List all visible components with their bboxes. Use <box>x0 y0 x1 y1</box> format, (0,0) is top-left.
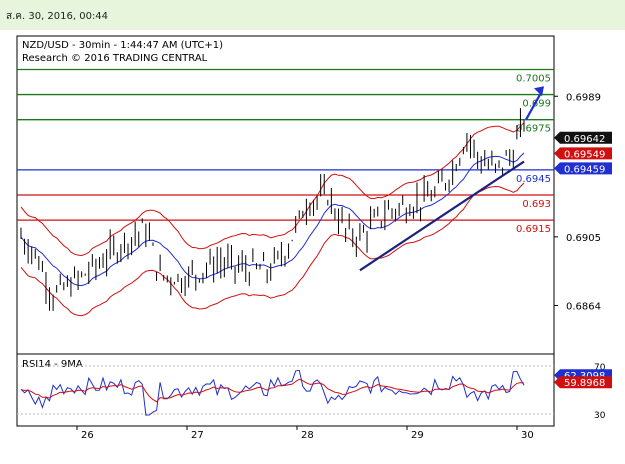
x-tick-label: 29 <box>411 430 424 441</box>
x-tick-label: 26 <box>81 430 94 441</box>
level-label: 0.6975 <box>516 124 551 135</box>
level-label: 0.6945 <box>516 174 551 185</box>
rsi-tag-label: 59.8968 <box>564 378 605 389</box>
up-arrow-head <box>534 86 544 97</box>
chart-title: NZD/USD - 30min - 1:44:47 AM (UTC+1) <box>22 40 223 51</box>
price-tag <box>554 131 612 144</box>
rsi-tag <box>554 376 612 389</box>
timestamp: ส.ค. 30, 2016, 00:44 <box>6 11 109 22</box>
x-tick-label: 30 <box>521 430 534 441</box>
rsi-ma-line <box>20 378 525 403</box>
rsi-panel: RSI14 - 9MA 703062.309859.8968 <box>17 359 612 421</box>
moving-average-line <box>20 152 525 287</box>
level-label: 0.693 <box>522 199 551 210</box>
y-tick-label: 0.6864 <box>566 301 601 312</box>
price-tag <box>554 162 612 175</box>
rsi-tick-label: 30 <box>594 411 606 421</box>
up-arrow-icon <box>525 94 541 121</box>
lower-band-line <box>20 182 525 317</box>
level-label: 0.7005 <box>516 73 551 84</box>
x-tick-label: 28 <box>301 430 314 441</box>
trendline <box>359 86 544 272</box>
top-bar: ส.ค. 30, 2016, 00:44 <box>0 0 625 30</box>
price-tags: 0.69642 0.69549 0.69459 <box>554 131 612 175</box>
x-tick-label: 27 <box>191 430 204 441</box>
price-tag-label: 0.69459 <box>564 164 605 175</box>
x-axis: 26 27 28 29 30 <box>76 426 534 441</box>
y-axis: 0.6989 0.6905 0.6864 <box>554 92 601 312</box>
y-tick-label: 0.6989 <box>566 92 601 103</box>
price-tag <box>554 147 612 160</box>
chart-subtitle: Research © 2016 TRADING CENTRAL <box>22 53 208 64</box>
price-tag-label: 0.69642 <box>564 134 605 145</box>
rsi-tick-label: 70 <box>594 363 606 373</box>
level-label: 0.6915 <box>516 224 551 235</box>
price-tag-label: 0.69549 <box>564 149 605 160</box>
trendline-segment <box>359 160 525 272</box>
support-resistance-levels: 0.7005 0.699 0.6975 0.6945 0.693 0.6915 <box>17 68 554 235</box>
y-tick-label: 0.6905 <box>566 233 601 244</box>
rsi-label: RSI14 - 9MA <box>22 359 83 370</box>
bollinger-bands <box>20 122 525 317</box>
candles <box>20 108 525 311</box>
upper-band-line <box>20 122 525 257</box>
level-label: 0.699 <box>522 99 551 110</box>
